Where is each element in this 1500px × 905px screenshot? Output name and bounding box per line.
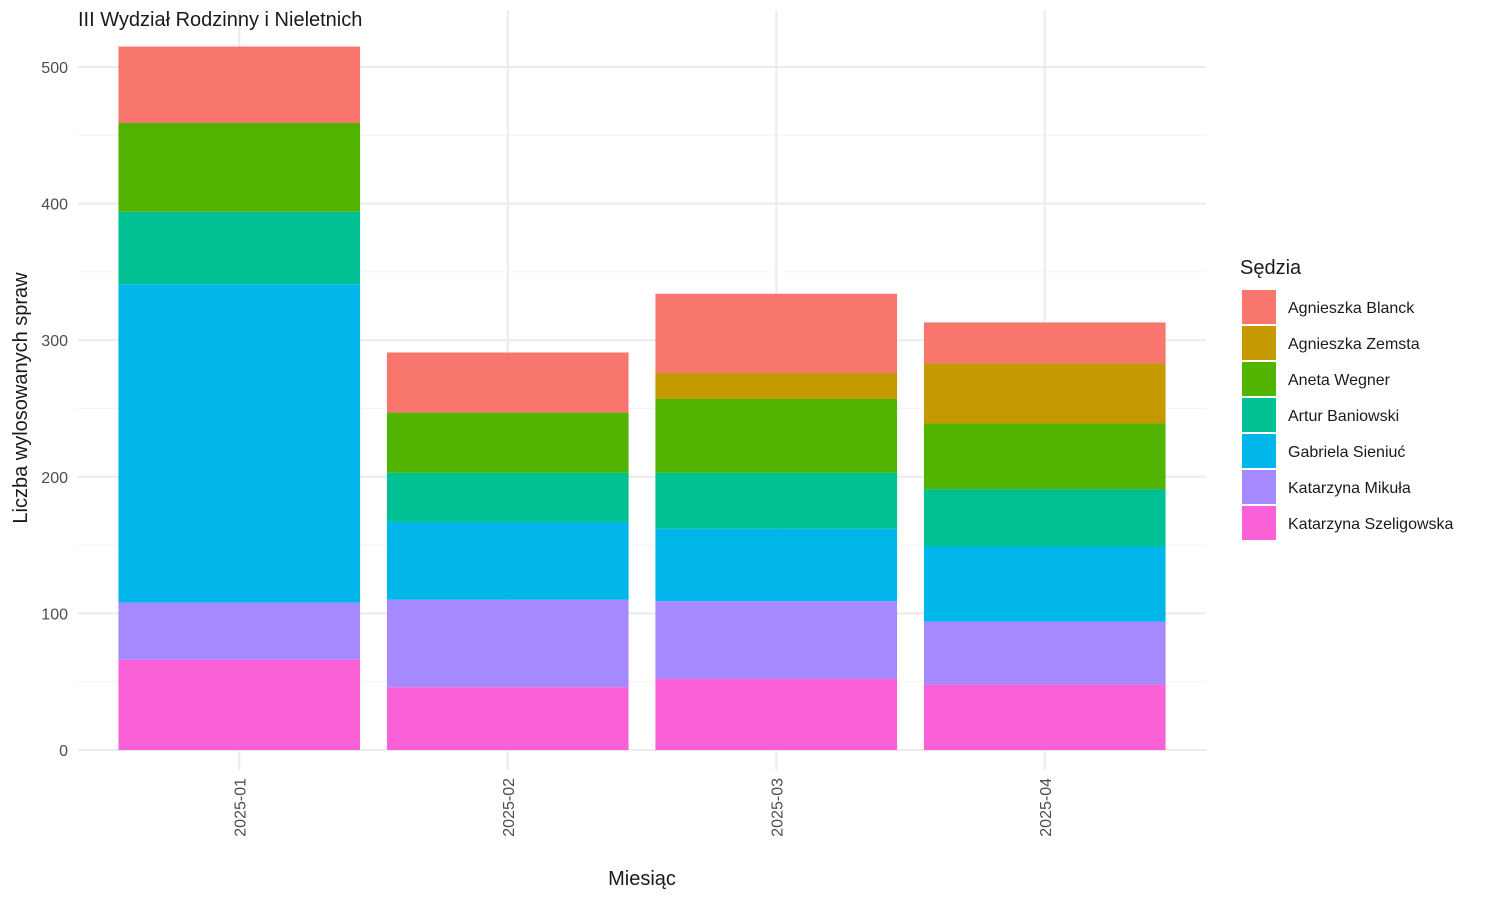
legend-label: Aneta Wegner [1288, 372, 1391, 389]
bar-segment [118, 211, 361, 285]
legend-key [1242, 398, 1276, 432]
bar-segment [118, 46, 361, 124]
y-tick-label: 100 [41, 606, 68, 623]
chart-title: III Wydział Rodzinny i Nieletnich [78, 9, 362, 31]
y-tick-label: 500 [41, 60, 68, 77]
bar-segment [923, 322, 1166, 364]
bar-segment [655, 472, 898, 529]
legend-key [1242, 290, 1276, 324]
y-axis-title: Liczba wylosowanych spraw [10, 272, 32, 524]
legend-label: Gabriela Sieniuć [1288, 444, 1405, 461]
bar-segment [118, 602, 361, 660]
bar-segment [655, 678, 898, 750]
bar-segment [386, 412, 629, 473]
legend-key [1242, 470, 1276, 504]
legend-key [1242, 326, 1276, 360]
bar-segment [386, 472, 629, 522]
bar-segment [118, 123, 361, 212]
legend-label: Artur Baniowski [1288, 408, 1399, 425]
legend-label: Agnieszka Blanck [1288, 300, 1415, 317]
bar-segment [386, 599, 629, 688]
legend-title: Sędzia [1240, 257, 1302, 279]
axis-layer: 0 100 200 300 400 500 2025-01 2025-02 2025-03 202… [41, 60, 1054, 837]
bar-segment [923, 546, 1166, 622]
bar-segment [386, 687, 629, 750]
y-tick-label: 0 [59, 743, 68, 760]
bar-segment [655, 372, 898, 399]
x-tick-label: 2025-01 [232, 778, 249, 837]
bar-segment [386, 521, 629, 600]
bar-segment [386, 352, 629, 413]
bar-segment [923, 423, 1166, 490]
legend-label: Agnieszka Zemsta [1288, 336, 1420, 353]
legend-label: Katarzyna Mikuła [1288, 480, 1411, 497]
bar-segment [655, 528, 898, 602]
x-axis-title: Miesiąc [608, 868, 676, 890]
y-tick-label: 200 [41, 470, 68, 487]
bar-segment [118, 659, 361, 750]
x-tick-label: 2025-04 [1038, 778, 1055, 837]
legend-key [1242, 362, 1276, 396]
bars-layer [118, 46, 1166, 750]
legend: Sędzia Agnieszka Blanck Agnieszka Zemsta A… [1240, 257, 1454, 540]
bar-segment [923, 621, 1166, 685]
bar-segment [923, 684, 1166, 750]
bar-segment [655, 601, 898, 679]
legend-label: Katarzyna Szeligowska [1288, 516, 1454, 533]
x-tick-label: 2025-03 [769, 778, 786, 837]
bar-segment [655, 398, 898, 473]
legend-key [1242, 506, 1276, 540]
x-tick-label: 2025-02 [501, 778, 518, 837]
bar-segment [923, 363, 1166, 424]
y-tick-label: 400 [41, 197, 68, 214]
legend-key [1242, 434, 1276, 468]
bar-segment [118, 284, 361, 603]
bar-segment [923, 489, 1166, 547]
bar-segment [655, 293, 898, 373]
y-tick-label: 300 [41, 333, 68, 350]
